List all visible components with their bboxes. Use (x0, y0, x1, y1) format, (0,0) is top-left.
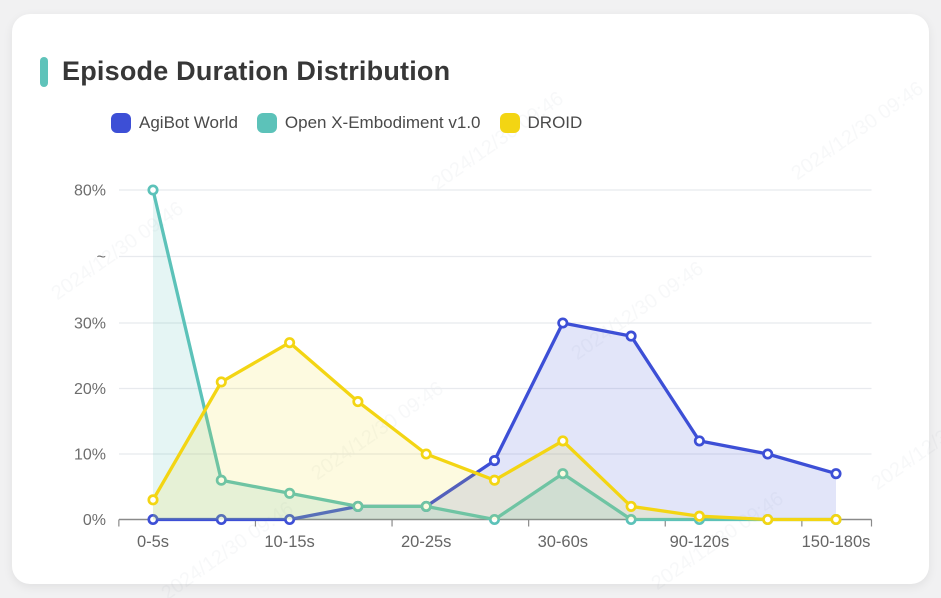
data-point-agibot-world-7[interactable] (625, 330, 637, 342)
legend-swatch-icon (111, 113, 131, 133)
data-point-open-x-embodiment-v1-0-0[interactable] (147, 184, 159, 196)
legend-label: AgiBot World (139, 113, 238, 132)
x-tick-label: 20-25s (401, 533, 451, 551)
legend-label: Open X-Embodiment v1.0 (284, 113, 481, 132)
series-area (153, 190, 836, 520)
data-point-agibot-world-6[interactable] (557, 317, 569, 329)
data-point-open-x-embodiment-v1-0-2[interactable] (284, 487, 296, 499)
series-area (153, 323, 836, 520)
chart-card (12, 14, 929, 584)
x-tick-label: 0-5s (137, 533, 169, 551)
page-title: Episode Duration Distribution (62, 56, 451, 86)
y-tick-label: ~ (97, 249, 106, 266)
x-tick-label: 10-15s (264, 533, 314, 551)
data-point-droid-5[interactable] (488, 474, 501, 486)
y-axis-labels: 0% 10% 20% 30% ~80% (74, 183, 106, 530)
y-tick-label: 10% (74, 447, 106, 464)
legend-item-agibot-world[interactable]: AgiBot World (111, 113, 238, 133)
data-point-agibot-world-8[interactable] (693, 435, 705, 447)
series-area (153, 342, 836, 520)
data-point-open-x-embodiment-v1-0-3[interactable] (352, 500, 364, 512)
data-point-agibot-world-2[interactable] (284, 513, 296, 526)
data-point-droid-4[interactable] (420, 448, 432, 460)
data-point-open-x-embodiment-v1-0-4[interactable] (420, 500, 432, 512)
x-tick-label: 90-120s (670, 533, 730, 551)
data-point-open-x-embodiment-v1-0-1[interactable] (215, 474, 227, 486)
legend-label: DROID (527, 113, 583, 132)
data-point-agibot-world-10[interactable] (830, 468, 842, 480)
y-tick-label: 0% (83, 512, 106, 529)
legend-item-droid[interactable]: DROID (499, 113, 583, 133)
data-point-agibot-world-5[interactable] (488, 454, 501, 467)
x-tick-label: 30-60s (538, 533, 588, 551)
data-point-droid-7[interactable] (625, 500, 637, 512)
legend-item-open-x-embodiment-v1-0[interactable]: Open X-Embodiment v1.0 (256, 113, 481, 133)
data-point-open-x-embodiment-v1-0-5[interactable] (488, 513, 501, 526)
data-point-droid-6[interactable] (557, 435, 569, 447)
data-point-agibot-world-1[interactable] (215, 513, 227, 526)
data-point-droid-1[interactable] (215, 376, 227, 388)
series-agibot-world (147, 317, 842, 526)
gridlines (119, 189, 872, 455)
data-point-open-x-embodiment-v1-0-6[interactable] (557, 468, 569, 480)
data-point-droid-10[interactable] (830, 513, 842, 526)
x-axis-labels: 0-5s 10-15s 20-25s 30-60s 90-120s 150-180s (137, 533, 870, 551)
data-point-agibot-world-0[interactable] (147, 513, 159, 526)
data-point-droid-3[interactable] (352, 396, 364, 408)
data-point-open-x-embodiment-v1-0-7[interactable] (625, 513, 637, 526)
data-point-droid-8[interactable] (693, 510, 705, 522)
title-accent-bar (40, 56, 48, 87)
y-tick-label: 80% (74, 183, 106, 200)
y-tick-label: 30% (74, 316, 106, 333)
data-point-droid-2[interactable] (284, 337, 296, 349)
series-droid (147, 337, 842, 526)
data-point-droid-0[interactable] (147, 494, 159, 506)
y-tick-label: 20% (74, 381, 106, 398)
data-point-agibot-world-9[interactable] (762, 448, 774, 460)
chart-legend: AgiBot World Open X-Embodiment v1.0 DROID (111, 113, 582, 133)
legend-swatch-icon (256, 113, 277, 133)
legend-swatch-icon (499, 113, 520, 133)
x-tick-label: 150-180s (802, 533, 871, 551)
chart-header: Episode Duration Distribution (40, 56, 450, 87)
data-point-droid-9[interactable] (762, 513, 774, 526)
